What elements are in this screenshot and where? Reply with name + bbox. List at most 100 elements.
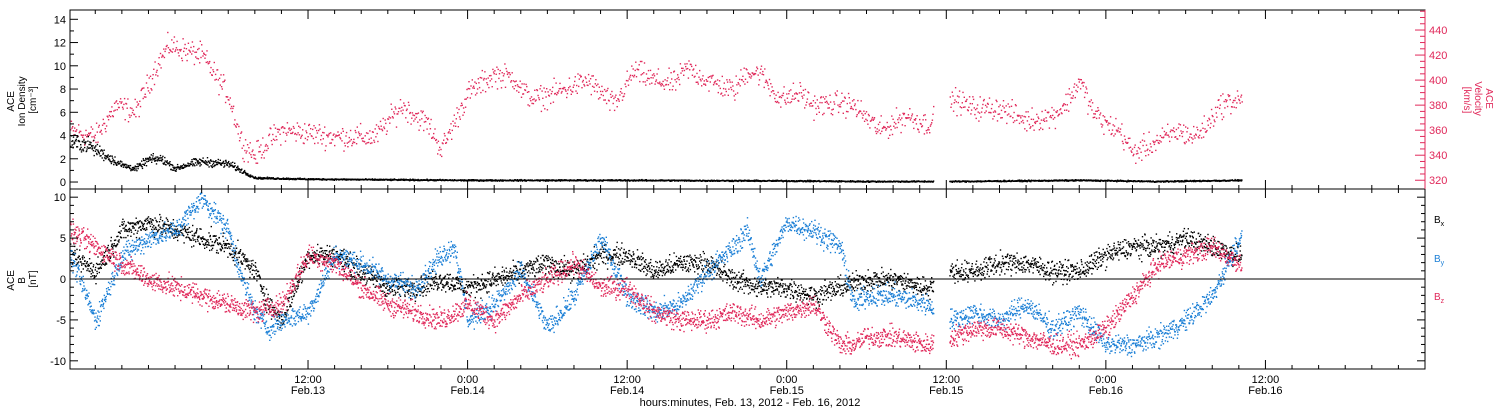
- point: [177, 49, 179, 51]
- point: [357, 131, 360, 133]
- point: [1061, 112, 1063, 115]
- point: [308, 124, 310, 127]
- point: [1033, 129, 1035, 131]
- point: [592, 180, 594, 182]
- point: [505, 67, 507, 70]
- point: [332, 139, 334, 141]
- point: [588, 80, 590, 82]
- point: [527, 104, 529, 106]
- point: [328, 134, 330, 136]
- point: [593, 90, 596, 92]
- point: [684, 63, 686, 65]
- point: [242, 157, 244, 160]
- point: [196, 164, 198, 166]
- point: [246, 150, 248, 152]
- point: [699, 69, 701, 72]
- point: [425, 120, 427, 123]
- point: [71, 144, 73, 146]
- point: [440, 148, 442, 151]
- point: [137, 230, 139, 232]
- point: [794, 93, 796, 95]
- point: [204, 160, 207, 162]
- point: [108, 114, 110, 117]
- point: [217, 158, 219, 161]
- point: [294, 132, 297, 135]
- point: [411, 178, 414, 180]
- point: [395, 108, 397, 110]
- point: [1063, 103, 1065, 105]
- point: [464, 106, 467, 108]
- point: [612, 102, 614, 105]
- point: [210, 165, 212, 167]
- point: [326, 134, 328, 137]
- point: [94, 266, 97, 269]
- point: [235, 126, 237, 128]
- point: [189, 51, 192, 53]
- point: [764, 81, 767, 83]
- series-velocity: [70, 31, 1243, 164]
- point: [453, 114, 455, 116]
- point: [141, 160, 143, 162]
- point: [136, 170, 138, 172]
- point: [314, 142, 316, 145]
- point: [213, 165, 215, 168]
- point: [862, 180, 865, 182]
- point: [957, 101, 959, 104]
- point: [730, 88, 733, 91]
- point: [1020, 117, 1022, 119]
- point: [1037, 116, 1039, 118]
- point: [371, 179, 373, 181]
- point: [631, 74, 634, 77]
- point: [1237, 180, 1239, 182]
- point: [651, 74, 654, 76]
- point: [119, 232, 121, 235]
- point: [1165, 132, 1168, 134]
- point: [428, 133, 430, 135]
- point: [585, 77, 587, 80]
- point: [677, 76, 680, 79]
- point: [411, 117, 413, 119]
- point: [707, 76, 709, 79]
- point: [1097, 109, 1100, 112]
- point: [879, 180, 881, 182]
- point: [538, 98, 541, 101]
- point: [185, 229, 187, 231]
- point: [1044, 179, 1046, 181]
- point: [1016, 119, 1018, 121]
- point: [270, 177, 272, 180]
- point: [669, 180, 671, 182]
- point: [810, 180, 812, 183]
- point: [159, 154, 162, 157]
- point: [872, 119, 874, 121]
- point: [293, 127, 295, 129]
- point: [1129, 146, 1132, 148]
- point: [134, 222, 136, 225]
- point: [702, 75, 704, 77]
- point: [152, 226, 154, 228]
- point: [555, 82, 557, 84]
- point: [81, 149, 83, 151]
- point: [210, 66, 212, 69]
- point: [1184, 142, 1186, 145]
- point: [89, 143, 91, 145]
- point: [1109, 116, 1112, 118]
- point: [153, 158, 155, 160]
- point: [897, 118, 899, 121]
- point: [1081, 81, 1084, 84]
- point: [203, 52, 205, 54]
- point: [241, 168, 243, 170]
- point: [179, 49, 181, 51]
- point: [1113, 135, 1115, 137]
- point: [717, 91, 719, 94]
- point: [615, 94, 617, 96]
- point: [264, 145, 267, 147]
- point: [274, 139, 276, 141]
- point: [591, 85, 594, 88]
- point: [454, 122, 456, 124]
- point: [858, 111, 860, 113]
- point: [208, 161, 210, 163]
- point: [353, 138, 355, 141]
- point: [71, 127, 73, 129]
- point: [362, 137, 364, 139]
- point: [511, 72, 513, 74]
